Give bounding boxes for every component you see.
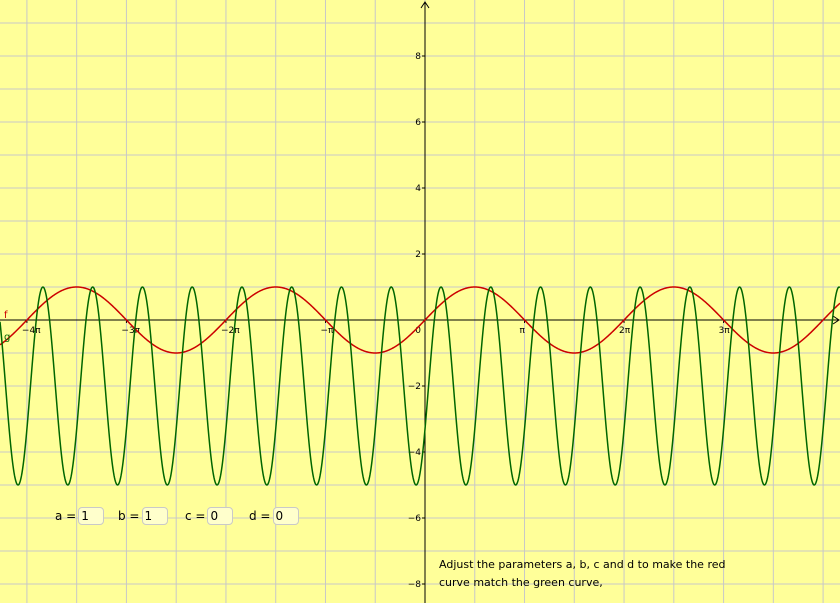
param-b-input[interactable] xyxy=(141,507,168,525)
param-d-label: d = xyxy=(249,509,271,523)
x-tick-label: π xyxy=(520,326,526,336)
slider-d[interactable]: d = xyxy=(249,507,299,525)
param-a-label: a = xyxy=(55,509,77,523)
x-tick-label: −4π xyxy=(22,326,41,336)
param-b-label: b = xyxy=(118,509,140,523)
y-axis-arrow xyxy=(420,1,430,9)
y-tick-label: −4 xyxy=(408,448,422,458)
x-axis-arrow xyxy=(832,315,840,325)
x-tick-label: −π xyxy=(320,326,334,336)
x-tick-label: −3π xyxy=(121,326,140,336)
y-tick-label: 6 xyxy=(415,118,421,128)
param-a-input[interactable] xyxy=(78,507,105,525)
tick-labels: −4π −3π −2π −π π 2π 3π 8 6 4 2 −2 −4 −6 −8 0 xyxy=(22,52,730,590)
slider-a[interactable]: a = xyxy=(55,507,105,525)
curve-label-f: f xyxy=(4,310,8,321)
origin-label: 0 xyxy=(415,326,421,336)
x-tick-label: 2π xyxy=(619,326,631,336)
curve-g[interactable] xyxy=(0,286,840,486)
param-c-label: c = xyxy=(185,509,206,523)
instructions-text: Adjust the parameters a, b, c and d to m… xyxy=(439,558,726,589)
y-tick-label: 2 xyxy=(415,250,421,260)
x-tick-label: −2π xyxy=(221,326,240,336)
curve-f[interactable] xyxy=(0,286,840,354)
y-tick-label: −6 xyxy=(408,514,422,524)
slider-c[interactable]: c = xyxy=(185,507,234,525)
curve-label-g: g xyxy=(4,332,10,343)
y-tick-label: −2 xyxy=(408,382,421,392)
y-tick-label: 4 xyxy=(415,184,421,194)
y-tick-label: −8 xyxy=(408,580,422,590)
curves[interactable]: fg xyxy=(0,286,840,486)
x-tick-label: 3π xyxy=(719,326,731,336)
y-tick-label: 8 xyxy=(415,52,421,62)
param-c-input[interactable] xyxy=(207,507,234,525)
param-d-input[interactable] xyxy=(272,507,299,525)
slider-b[interactable]: b = xyxy=(118,507,168,525)
